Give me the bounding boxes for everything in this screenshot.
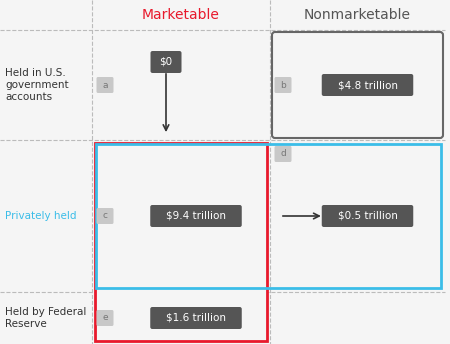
FancyBboxPatch shape (322, 74, 413, 96)
Text: a: a (102, 80, 108, 89)
FancyBboxPatch shape (274, 77, 292, 93)
Bar (96, 144, 441, 288)
FancyBboxPatch shape (96, 77, 113, 93)
FancyBboxPatch shape (96, 310, 113, 326)
FancyBboxPatch shape (150, 51, 181, 73)
Text: $1.6 trillion: $1.6 trillion (166, 313, 226, 323)
Text: $0.5 trillion: $0.5 trillion (338, 211, 397, 221)
Text: Held in U.S.
government
accounts: Held in U.S. government accounts (5, 68, 68, 101)
Bar (95, 143, 267, 341)
Text: Marketable: Marketable (142, 8, 220, 22)
Text: Held by Federal
Reserve: Held by Federal Reserve (5, 307, 86, 329)
Text: Privately held: Privately held (5, 211, 76, 221)
FancyBboxPatch shape (150, 307, 242, 329)
FancyBboxPatch shape (322, 205, 413, 227)
Text: Nonmarketable: Nonmarketable (304, 8, 411, 22)
Text: d: d (280, 150, 286, 159)
FancyBboxPatch shape (150, 205, 242, 227)
Text: b: b (280, 80, 286, 89)
Text: c: c (103, 212, 108, 221)
FancyBboxPatch shape (272, 32, 443, 138)
Text: $0: $0 (159, 57, 172, 67)
FancyBboxPatch shape (96, 208, 113, 224)
Text: $4.8 trillion: $4.8 trillion (338, 80, 397, 90)
FancyBboxPatch shape (274, 146, 292, 162)
Text: $9.4 trillion: $9.4 trillion (166, 211, 226, 221)
Text: e: e (102, 313, 108, 323)
